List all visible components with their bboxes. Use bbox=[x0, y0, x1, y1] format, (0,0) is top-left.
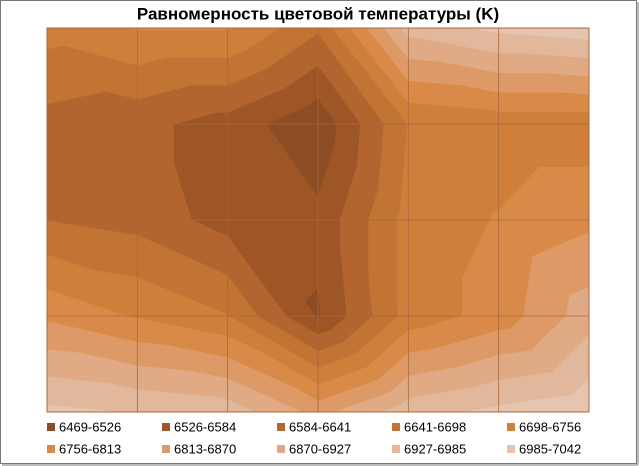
legend-label: 6756-6813 bbox=[59, 441, 121, 456]
chart-title: Равномерность цветовой температуры (K) bbox=[137, 4, 499, 23]
contour-region bbox=[498, 111, 590, 125]
legend: 6469-6526 6526-6584 6584-6641 6641-6698 6698… bbox=[47, 419, 581, 456]
plot-border bbox=[46, 27, 590, 413]
legend-label: 6985-7042 bbox=[519, 441, 581, 456]
legend-swatch bbox=[162, 445, 170, 453]
grid bbox=[46, 27, 590, 413]
legend-label: 6584-6641 bbox=[289, 419, 351, 434]
legend-swatch bbox=[507, 445, 515, 453]
legend-swatch bbox=[47, 423, 55, 431]
legend-swatch bbox=[507, 423, 515, 431]
legend-swatch bbox=[47, 445, 55, 453]
legend-swatch bbox=[392, 445, 400, 453]
legend-label: 6927-6985 bbox=[404, 441, 466, 456]
contour-region bbox=[396, 219, 409, 317]
legend-swatch bbox=[277, 423, 285, 431]
legend-swatch bbox=[277, 445, 285, 453]
legend-label: 6698-6756 bbox=[519, 419, 581, 434]
legend-label: 6813-6870 bbox=[174, 441, 236, 456]
legend-label: 6641-6698 bbox=[404, 419, 466, 434]
legend-label: 6870-6927 bbox=[289, 441, 351, 456]
legend-label: 6526-6584 bbox=[174, 419, 236, 434]
legend-swatch bbox=[392, 423, 400, 431]
legend-swatch bbox=[162, 423, 170, 431]
legend-label: 6469-6526 bbox=[59, 419, 121, 434]
